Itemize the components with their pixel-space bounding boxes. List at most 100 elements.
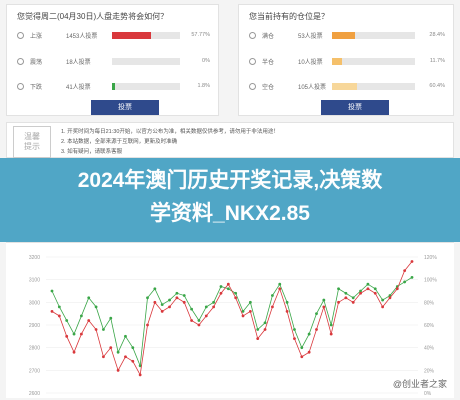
poll-option-empty[interactable]: 空仓 105人投票 60.4% <box>249 80 445 92</box>
progress-track <box>112 57 180 65</box>
option-votes: 53人投票 <box>298 33 323 40</box>
data-point <box>344 291 348 295</box>
data-point <box>190 319 193 322</box>
data-point <box>366 282 370 286</box>
option-label: 半仓 <box>262 59 275 66</box>
data-point <box>219 285 223 288</box>
data-point <box>79 332 83 336</box>
data-point <box>175 296 179 300</box>
y-tick-left: 3200 <box>29 255 40 261</box>
poll-option-down[interactable]: 下跌 41人投票 1.8% <box>17 80 210 92</box>
data-point <box>344 296 348 300</box>
poll-option-half[interactable]: 半仓 10人投票 11.7% <box>249 55 445 67</box>
banner-title: 2024年澳门历史开奖记录,决策数 学资料_NKX2.85 <box>0 164 460 230</box>
data-point <box>388 294 392 297</box>
option-label: 下跌 <box>30 84 43 91</box>
data-point <box>351 296 355 300</box>
data-point <box>285 310 289 313</box>
data-point <box>293 328 296 331</box>
data-point <box>337 300 340 304</box>
data-point <box>256 328 260 331</box>
data-point <box>212 300 216 304</box>
data-point <box>50 310 54 313</box>
tips-box: 温馨 提示 1. 开奖时间为每日21:30开始，以官方公布为准，相关数据仅供参考… <box>6 122 454 158</box>
data-point <box>373 291 377 295</box>
tip-line: 1. 开奖时间为每日21:30开始，以官方公布为准，相关数据仅供参考，请勿用于非… <box>61 129 279 135</box>
data-point <box>50 289 54 293</box>
data-point <box>124 355 127 359</box>
data-point <box>381 305 385 309</box>
data-point <box>79 314 83 318</box>
data-point <box>300 346 304 350</box>
data-point <box>131 359 135 363</box>
option-percent: 60.4% <box>429 83 445 89</box>
data-point <box>116 368 120 372</box>
radio-button[interactable] <box>249 57 256 65</box>
radio-button[interactable] <box>17 57 24 65</box>
data-point <box>395 287 399 291</box>
poll-option-up[interactable]: 上涨 1453人投票 57.77% <box>17 29 210 41</box>
data-point <box>87 296 91 300</box>
option-votes: 10人投票 <box>298 59 323 66</box>
data-point <box>410 260 414 263</box>
progress-track <box>112 31 180 39</box>
data-point <box>315 328 318 331</box>
tip-line: 2. 本站数据，全部来源于互联网，更新及时准确 <box>61 139 178 145</box>
data-point <box>146 296 149 300</box>
progress-track <box>112 82 180 90</box>
data-point <box>72 350 76 354</box>
data-point <box>57 314 61 318</box>
radio-button[interactable] <box>17 82 24 90</box>
data-point <box>234 291 238 295</box>
data-point <box>307 332 311 336</box>
poll-option-flat[interactable]: 震荡 18人投票 0% <box>17 55 210 67</box>
data-point <box>329 332 333 336</box>
data-point <box>153 287 157 291</box>
data-point <box>102 355 105 359</box>
y-tick-right: 0% <box>424 391 432 397</box>
y-tick-right: 20% <box>424 368 435 374</box>
radio-button[interactable] <box>17 31 24 39</box>
tip-line: 3. 如有疑问，请联系客服 <box>61 149 123 155</box>
watermark: @创业者之家 <box>389 376 450 391</box>
radio-button[interactable] <box>249 31 256 39</box>
data-point <box>329 323 333 327</box>
data-point <box>204 314 208 318</box>
data-point <box>351 300 355 304</box>
data-point <box>102 328 105 331</box>
y-tick-left: 3000 <box>29 300 40 306</box>
data-point <box>322 298 326 302</box>
progress-track <box>332 31 415 39</box>
data-point <box>271 305 274 309</box>
radio-button[interactable] <box>249 82 256 90</box>
vote-button[interactable]: 投票 <box>321 100 389 115</box>
tips-logo: 温馨 提示 <box>13 126 51 158</box>
data-point <box>168 298 171 302</box>
data-point <box>366 287 370 291</box>
trend-chart-card: 3200 120% 3100 100% 3000 80% 2900 60% 2800 40% 270… <box>6 242 454 398</box>
data-point <box>359 289 362 293</box>
option-label: 空仓 <box>262 84 275 91</box>
data-point <box>197 319 201 322</box>
data-point <box>403 269 407 272</box>
poll-option-full[interactable]: 满仓 53人投票 28.4% <box>249 29 445 41</box>
data-point <box>72 332 76 336</box>
data-point <box>271 294 274 297</box>
option-label: 震荡 <box>30 59 43 66</box>
option-percent: 28.4% <box>429 32 445 38</box>
data-point <box>124 334 127 338</box>
y-tick-right: 100% <box>424 278 437 284</box>
data-point <box>278 282 282 286</box>
data-point <box>116 350 120 354</box>
data-point <box>226 287 230 291</box>
option-votes: 41人投票 <box>66 84 91 91</box>
data-point <box>87 319 91 322</box>
option-votes: 105人投票 <box>298 84 327 91</box>
data-point <box>359 291 362 295</box>
progress-fill <box>332 31 356 39</box>
option-percent: 0% <box>202 58 210 64</box>
data-point <box>300 355 304 359</box>
data-point <box>285 300 289 304</box>
poll-card-market-trend: 您觉得周二(04月30日)人盘走势将会如何？ 上涨 1453人投票 57.77%… <box>6 4 219 116</box>
vote-button[interactable]: 投票 <box>91 100 159 115</box>
